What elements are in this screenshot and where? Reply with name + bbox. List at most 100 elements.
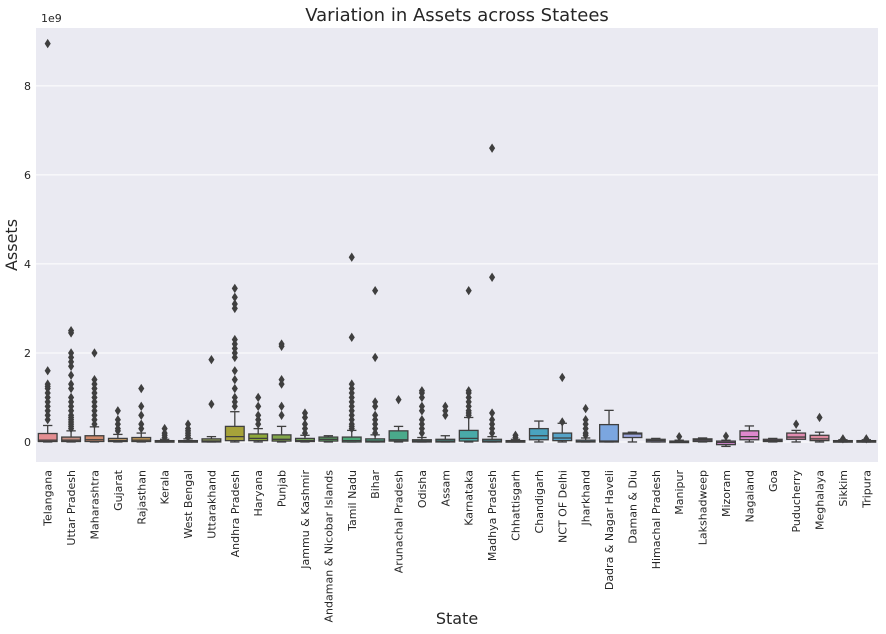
box-group [248,392,269,443]
outlier-point [582,403,589,414]
box-group [669,431,690,444]
box-group [37,38,58,443]
box [388,430,409,442]
outlier-point [348,379,355,389]
x-tick-label: Haryana [252,470,265,517]
outlier-point [208,354,215,365]
x-tick-label: Chandigarh [533,470,546,533]
x-tick-label: Puducherry [790,470,803,533]
box [131,436,152,443]
outlier-point [278,410,285,420]
outlier-point [44,38,51,49]
outlier-point [816,412,823,423]
outlier-point [489,143,496,153]
x-tick-label: Arunachal Pradesh [393,470,406,573]
box-group [832,434,853,444]
box-group [154,423,175,443]
box-group [482,143,503,443]
outlier-point [231,366,238,376]
y-tick-label: 6 [24,169,31,182]
outlier-point [559,372,566,383]
box [271,434,292,442]
box [37,432,58,443]
box [809,434,830,442]
outlier-point [68,392,75,403]
outlier-point [465,285,472,296]
outlier-point [114,406,121,416]
outlier-point [722,431,730,441]
y-tick-label: 2 [24,347,31,360]
box-group [388,395,409,443]
box-group [599,409,620,443]
box-group [84,348,105,443]
outlier-point [255,392,262,403]
outlier-point [278,401,285,412]
x-tick-label: NCT OF Delhi [556,470,569,543]
box [622,432,643,439]
x-tick-label: Manipur [673,470,686,515]
x-tick-label: Daman & Diu [626,470,639,544]
box-group [61,326,82,443]
x-tick-label: Mizoram [720,470,733,517]
box [61,436,82,443]
box-group [178,419,199,443]
y-tick-label: 8 [24,80,31,93]
y-axis-multiplier: 1e9 [41,12,62,25]
x-tick-label: Chhattisgarh [509,470,522,541]
outlier-point [582,415,589,425]
outlier-point [489,272,496,282]
box-series [37,38,877,448]
box-group [809,412,830,443]
box [201,438,222,443]
box-group [341,252,362,443]
outlier-point [208,399,215,409]
x-tick-label: Andhra Pradesh [229,470,242,557]
y-axis-title: Assets [2,219,21,271]
outlier-point [231,292,238,302]
outlier-point [839,434,846,444]
outlier-point [231,283,238,294]
box-group [224,283,245,443]
x-tick-label: Jammu & Kashmir [299,470,312,570]
outlier-point [559,417,566,427]
outlier-point [442,401,449,412]
box-group [739,425,760,443]
outlier-point [68,348,75,358]
outlier-point [301,419,309,429]
outlier-point [138,401,145,412]
outlier-point [418,386,425,396]
x-tick-label: Himachal Pradesh [650,470,663,569]
outlier-point [348,332,355,343]
box-group [411,386,432,443]
outlier-point [465,386,472,396]
x-tick-label: Karnataka [463,470,476,526]
box-group [528,420,549,443]
outlier-point [68,326,75,336]
box-group [622,431,643,443]
box [739,430,760,441]
y-tick-label: 0 [24,436,31,449]
outlier-point [68,379,75,389]
outlier-point [863,434,870,444]
outlier-point [372,397,379,407]
outlier-point [372,410,379,420]
outlier-point [793,419,800,429]
box-group [458,285,479,443]
box-group [552,372,573,443]
y-axis-ticks: 0 2 4 6 8 [24,80,31,449]
box [224,425,245,442]
box-group [201,354,222,443]
x-tick-label: Tamil Nadu [346,470,359,532]
outlier-point [301,408,309,418]
outlier-point [68,370,75,380]
x-tick-label: West Bengal [182,470,195,539]
outlier-point [278,339,285,349]
x-tick-label: Tripura [860,470,873,509]
box [786,432,807,440]
x-tick-label: Nagaland [743,470,756,522]
x-tick-label: Andaman & Nicobar Islands [322,470,335,623]
outlier-point [231,383,238,394]
outlier-point [278,374,285,385]
